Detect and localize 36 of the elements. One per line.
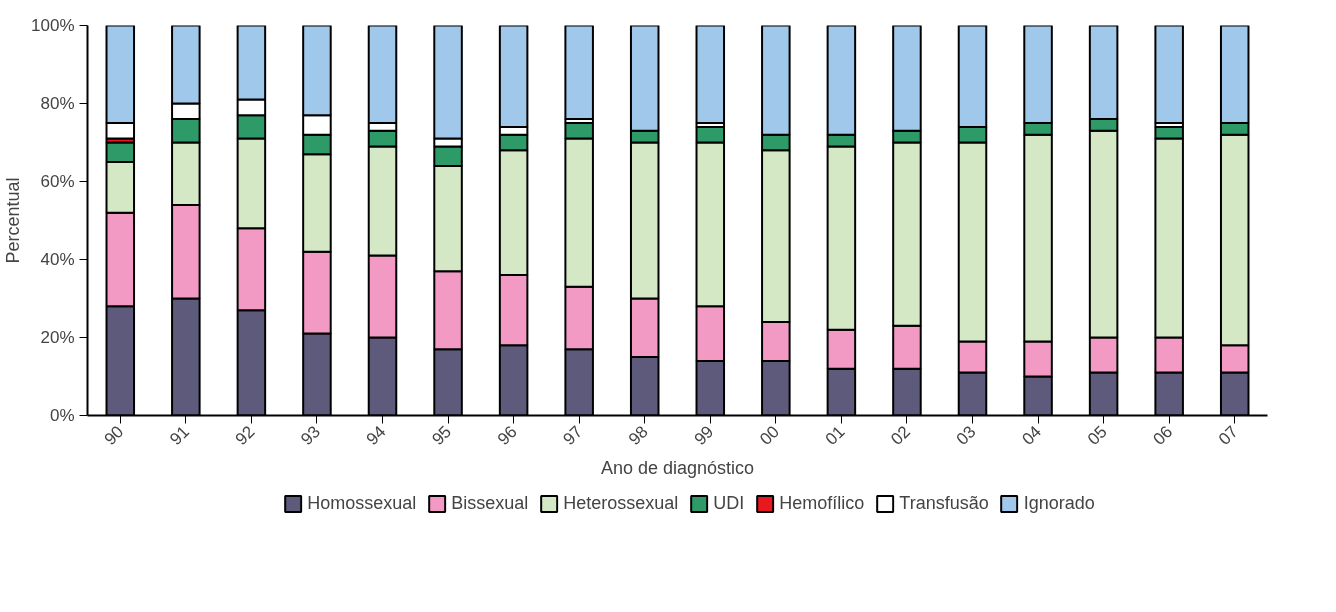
y-tick-label: 60%: [40, 172, 75, 191]
x-tick-label: 00: [756, 422, 783, 449]
x-tick-label: 07: [1214, 422, 1242, 449]
legend-label: Homossexual: [307, 492, 417, 514]
y-tick-label: 40%: [40, 250, 75, 269]
legend-label: Ignorado: [1023, 492, 1095, 514]
legend-label: Heterossexual: [563, 492, 679, 514]
legend-label: UDI: [713, 492, 745, 514]
y-tick-label: 100%: [31, 16, 75, 35]
x-tick-label: 01: [821, 422, 849, 449]
bar: [695, 25, 726, 124]
x-tick-label: 04: [1018, 422, 1046, 449]
x-tick-label: 03: [952, 422, 980, 449]
x-tick-label: 06: [1149, 422, 1177, 449]
x-tick-label: 93: [297, 422, 325, 449]
legend-label: Hemofílico: [779, 492, 865, 514]
x-tick-label: 98: [624, 422, 652, 449]
x-tick-label: 97: [559, 422, 587, 449]
y-tick-label: 0%: [49, 406, 75, 425]
y-tick-label: 20%: [40, 328, 75, 347]
x-tick-label: 92: [231, 422, 259, 449]
legend-label: Bissexual: [451, 492, 529, 514]
x-tick-label: 94: [362, 422, 390, 449]
legend-label: Transfusão: [899, 492, 989, 514]
bar: [1154, 25, 1184, 124]
x-tick-label: 90: [100, 422, 128, 449]
x-tick-label: 99: [690, 422, 718, 449]
x-tick-label: 02: [887, 422, 915, 449]
y-axis-title: Percentual: [3, 177, 24, 264]
x-tick-label: 96: [493, 422, 521, 449]
x-tick-label: 91: [166, 422, 193, 449]
bar: [564, 25, 594, 121]
x-tick-label: 95: [428, 422, 456, 449]
x-axis-title: Ano de diagnóstico: [600, 458, 755, 479]
x-tick-label: 05: [1083, 422, 1111, 449]
y-tick-label: 80%: [40, 94, 75, 113]
